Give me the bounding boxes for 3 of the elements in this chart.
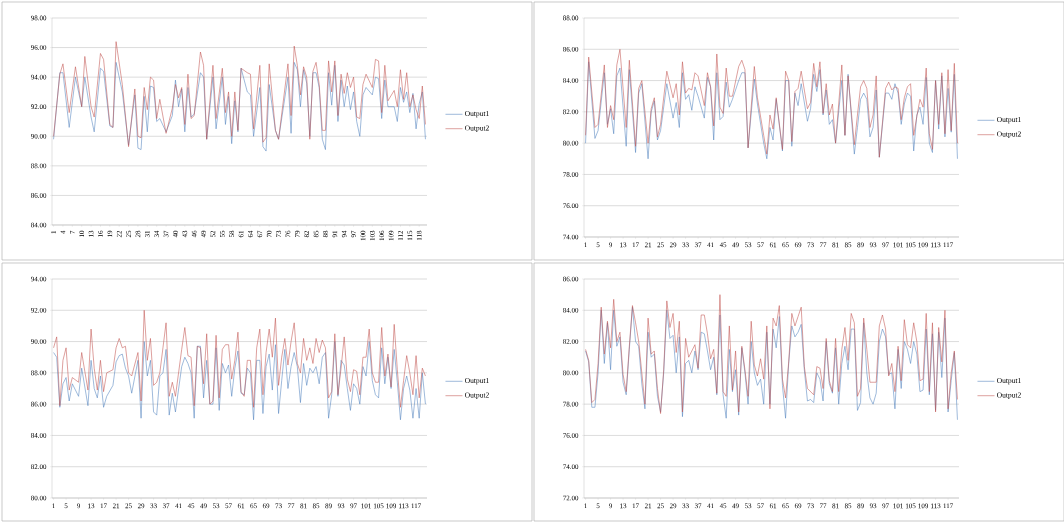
line-series	[53, 310, 426, 408]
line-series	[53, 41, 426, 147]
line-series	[53, 341, 426, 421]
